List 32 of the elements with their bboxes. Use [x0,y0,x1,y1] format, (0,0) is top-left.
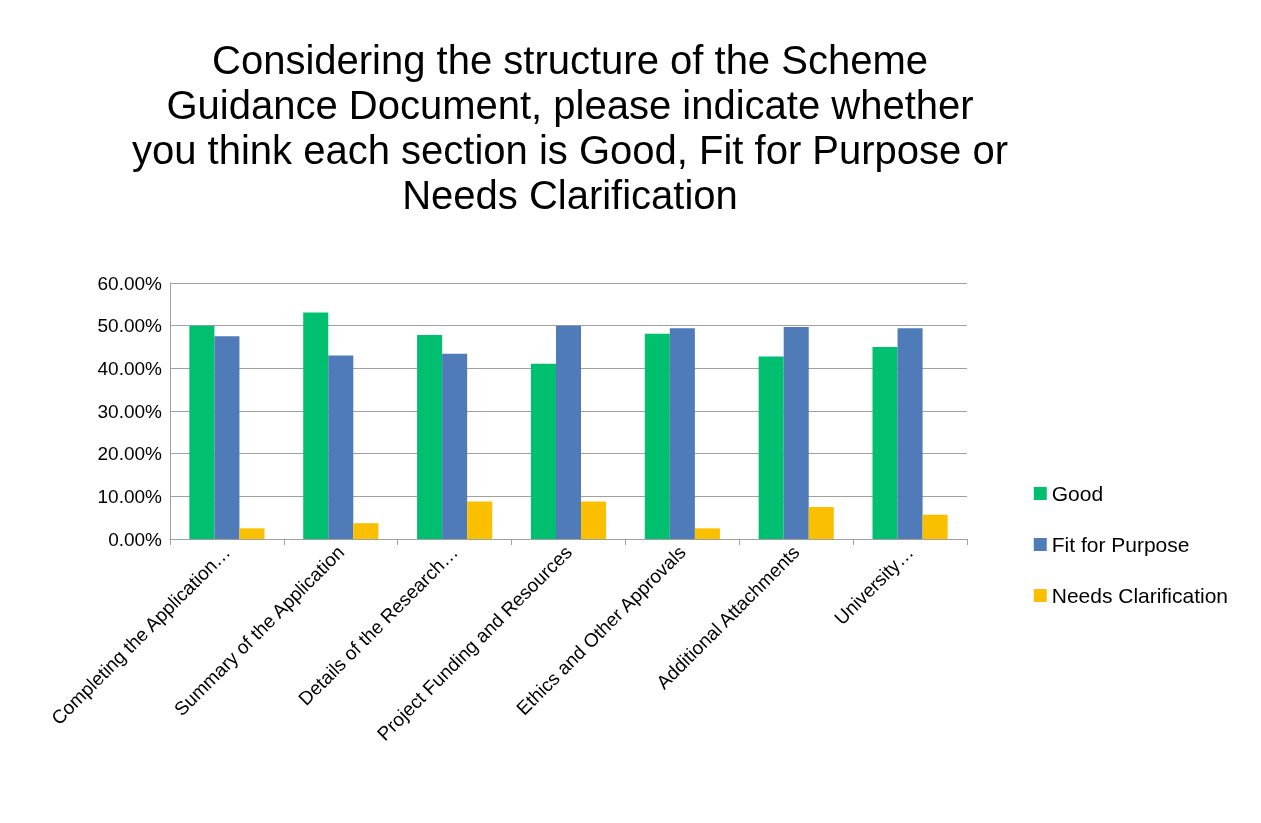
y-tick-label: 30.00% [97,400,163,422]
bar [783,326,809,539]
bar [442,353,468,539]
bar [417,335,443,539]
bar [758,356,784,539]
bar [303,312,329,539]
bar [669,328,695,539]
y-tick-label: 10.00% [97,485,163,507]
y-tick-label: 60.00% [97,272,163,294]
legend-label: Needs Clarification [1051,584,1229,607]
bar [808,507,834,539]
bar [353,523,379,539]
bar [467,501,493,539]
y-tick-label: 0.00% [108,528,163,550]
bar [214,336,240,539]
bar [581,501,607,539]
bar [555,325,582,539]
bar [872,347,898,539]
bar [328,355,354,539]
y-tick-label: 40.00% [97,357,163,379]
bar [922,514,948,539]
bar [189,325,215,539]
legend-label: Good [1051,482,1104,505]
legend-label: Fit for Purpose [1051,533,1190,556]
bar [694,528,720,539]
bar [897,328,923,539]
bar [239,528,265,539]
y-tick-label: 50.00% [97,315,163,337]
y-tick-label: 20.00% [97,443,163,465]
chart-title: Considering the structure of the Scheme Guidance Document, please indicate whether you think each section is Good, Fit for Purpose or Needs Clarification [131,38,1009,218]
bar [644,333,670,539]
bar [530,363,556,539]
